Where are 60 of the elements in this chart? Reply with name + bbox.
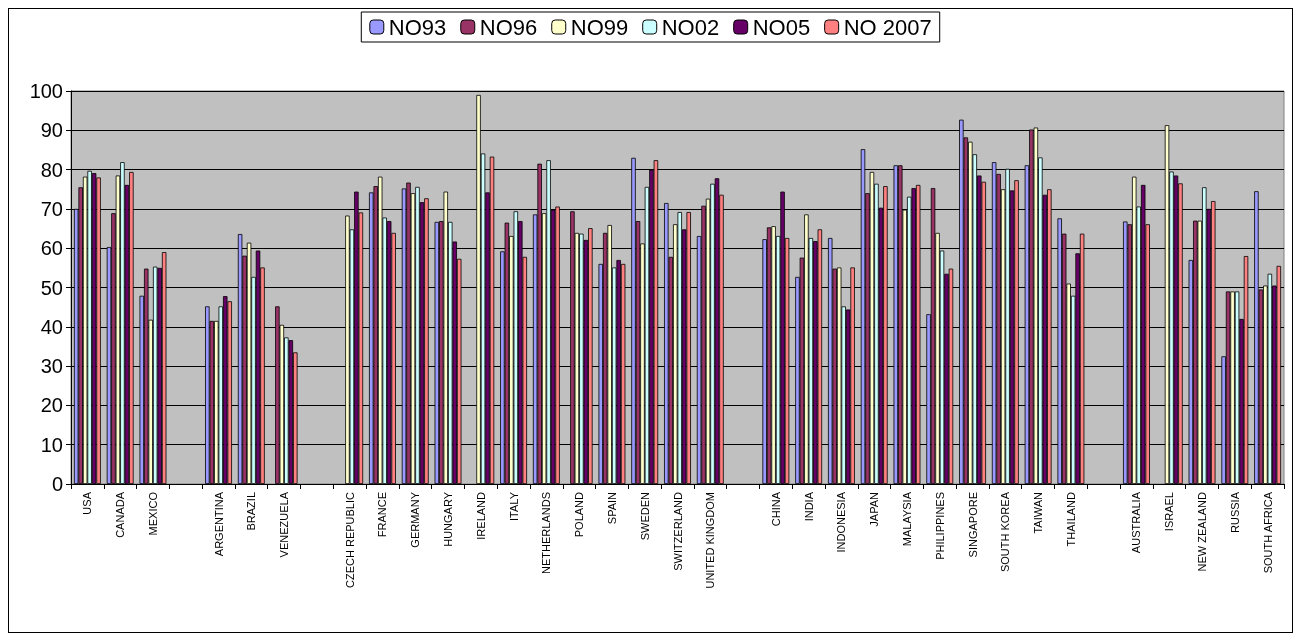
x-tick-label: ARGENTINA — [212, 491, 225, 557]
x-tick-label: USA — [81, 491, 94, 515]
x-tick-label: SOUTH KOREA — [999, 491, 1012, 573]
y-tick-label: 0 — [51, 473, 63, 495]
bar — [406, 182, 411, 484]
x-tick-label: SPAIN — [605, 491, 618, 525]
x-tick-label: PHILIPPINES — [933, 492, 946, 560]
y-tick-label: 80 — [40, 158, 63, 181]
legend-label: NO93 — [388, 14, 447, 40]
bar — [771, 226, 776, 484]
x-tick-label: VENEZUELA — [278, 491, 291, 558]
bar — [1267, 273, 1273, 484]
bar — [288, 340, 294, 484]
x-tick-label: MALAYSIA — [900, 491, 913, 547]
y-tick-label: 30 — [40, 355, 63, 378]
bar — [1234, 291, 1240, 484]
bar — [1173, 175, 1179, 484]
x-tick-label: INDIA — [802, 491, 815, 522]
x-tick-label: GERMANY — [409, 491, 422, 548]
x-tick-label: THAILAND — [1064, 491, 1077, 547]
x-tick-label: FRANCE — [376, 492, 389, 538]
x-tick-label: CZECH REPUBLIC — [343, 491, 356, 588]
x-tick-label: SINGAPORE — [966, 492, 979, 558]
x-tick-label: JAPAN — [868, 491, 881, 527]
x-tick-label: CHINA — [769, 491, 782, 527]
x-tick-label: POLAND — [573, 491, 586, 538]
bar — [91, 173, 97, 484]
legend-label: NO05 — [752, 14, 811, 40]
x-tick-label: AUSTRALIA — [1130, 491, 1143, 554]
x-tick-label: BRAZIL — [245, 492, 258, 531]
x-tick-label: TAIWAN — [1032, 491, 1045, 534]
legend-label: NO 2007 — [843, 14, 932, 40]
x-tick-label: ITALY — [507, 491, 520, 521]
y-tick-label: 10 — [40, 433, 63, 456]
x-tick-label: ISRAEL — [1163, 492, 1176, 532]
x-tick-label: CANADA — [114, 491, 127, 538]
y-tick-label: 50 — [40, 276, 63, 299]
y-tick-label: 70 — [40, 197, 63, 220]
y-tick-label: 100 — [29, 80, 63, 102]
y-tick-label: 20 — [40, 394, 63, 417]
x-tick-label: HUNGARY — [442, 491, 455, 547]
x-tick-label: INDONESIA — [835, 491, 848, 553]
x-tick-label: MEXICO — [146, 491, 159, 536]
x-tick-label: NEW ZEALAND — [1196, 491, 1209, 572]
legend-label: NO99 — [570, 14, 629, 40]
x-tick-label: SOUTH AFRICA — [1261, 491, 1274, 574]
bar — [677, 212, 682, 484]
x-tick-label: SWITZERLAND — [671, 491, 684, 571]
x-tick-label: RUSSIA — [1228, 491, 1241, 533]
legend-label: NO96 — [479, 14, 538, 40]
y-tick-label: 40 — [40, 315, 63, 338]
x-tick-label: UNITED KINGDOM — [704, 492, 717, 589]
x-tick-label: SWEDEN — [638, 491, 651, 541]
x-tick-label: IRELAND — [474, 491, 487, 540]
bar — [386, 221, 392, 484]
bar — [869, 171, 875, 484]
legend-label: NO02 — [661, 14, 720, 40]
x-tick-label: NETHERLANDS — [540, 492, 553, 574]
y-tick-label: 60 — [40, 237, 63, 260]
y-tick-label: 90 — [40, 119, 63, 142]
